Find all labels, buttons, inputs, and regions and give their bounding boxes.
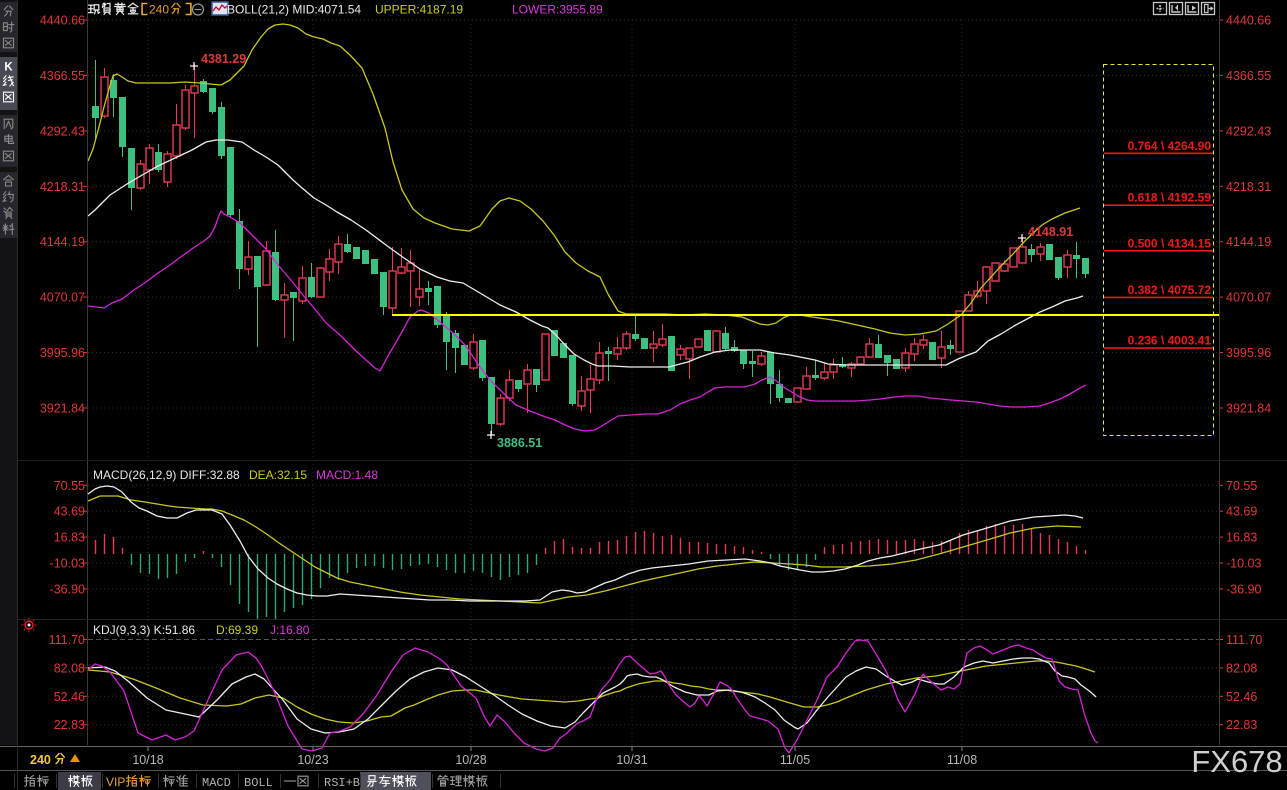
svg-text:10/28: 10/28 bbox=[455, 753, 486, 767]
svg-text:4381.29: 4381.29 bbox=[201, 52, 246, 66]
svg-text:4144.19: 4144.19 bbox=[1226, 235, 1271, 249]
svg-text:22.83: 22.83 bbox=[54, 718, 85, 732]
svg-text:MACD: MACD bbox=[202, 776, 231, 790]
svg-text:82.08: 82.08 bbox=[54, 661, 85, 675]
svg-text:UPPER:4187.19: UPPER:4187.19 bbox=[375, 3, 463, 17]
svg-text:4292.43: 4292.43 bbox=[40, 124, 85, 138]
svg-text:3886.51: 3886.51 bbox=[497, 436, 542, 450]
svg-text:RSI+B: RSI+B bbox=[324, 776, 360, 790]
svg-text:10/18: 10/18 bbox=[132, 753, 163, 767]
svg-text:52.46: 52.46 bbox=[1226, 690, 1257, 704]
svg-text:82.08: 82.08 bbox=[1226, 661, 1257, 675]
svg-text:43.69: 43.69 bbox=[1226, 505, 1257, 519]
svg-text:LOWER:3955.89: LOWER:3955.89 bbox=[512, 3, 603, 17]
svg-text:52.46: 52.46 bbox=[54, 690, 85, 704]
svg-text:16.83: 16.83 bbox=[54, 531, 85, 545]
svg-text:240: 240 bbox=[30, 753, 51, 767]
svg-text:DEA:32.15: DEA:32.15 bbox=[249, 468, 307, 482]
svg-text:J:16.80: J:16.80 bbox=[270, 623, 310, 637]
svg-text:4440.66: 4440.66 bbox=[40, 14, 85, 28]
svg-text:-10.03: -10.03 bbox=[1226, 557, 1261, 571]
svg-text:0.236 \ 4003.41: 0.236 \ 4003.41 bbox=[1128, 334, 1212, 348]
svg-text:BOLL: BOLL bbox=[244, 776, 273, 790]
svg-text:11/08: 11/08 bbox=[947, 753, 977, 767]
svg-text:4218.31: 4218.31 bbox=[40, 180, 85, 194]
svg-text:3995.96: 3995.96 bbox=[40, 346, 85, 360]
svg-text:4144.19: 4144.19 bbox=[40, 235, 85, 249]
svg-text:MACD(26,12,9) DIFF:32.88: MACD(26,12,9) DIFF:32.88 bbox=[93, 468, 240, 482]
svg-text:10/31: 10/31 bbox=[616, 753, 647, 767]
svg-text:111.70: 111.70 bbox=[1226, 633, 1262, 647]
svg-text:K: K bbox=[4, 62, 13, 74]
svg-text:70.55: 70.55 bbox=[1226, 479, 1257, 493]
svg-text:VIP: VIP bbox=[106, 775, 125, 789]
svg-text:0.618 \ 4192.59: 0.618 \ 4192.59 bbox=[1128, 191, 1212, 205]
svg-text:3995.96: 3995.96 bbox=[1226, 346, 1271, 360]
svg-text:-36.90: -36.90 bbox=[50, 582, 85, 596]
svg-text:4366.55: 4366.55 bbox=[40, 69, 85, 83]
svg-text:FX678: FX678 bbox=[1191, 744, 1282, 779]
svg-text:43.69: 43.69 bbox=[54, 505, 85, 519]
svg-text:3921.84: 3921.84 bbox=[1226, 402, 1271, 416]
svg-text:4440.66: 4440.66 bbox=[1226, 14, 1271, 28]
svg-text:22.83: 22.83 bbox=[1226, 718, 1257, 732]
svg-text:11/05: 11/05 bbox=[780, 753, 810, 767]
svg-text:16.83: 16.83 bbox=[1226, 531, 1257, 545]
svg-text:3921.84: 3921.84 bbox=[40, 402, 85, 416]
svg-text:0.764 \ 4264.90: 0.764 \ 4264.90 bbox=[1128, 139, 1212, 153]
svg-text:4148.91: 4148.91 bbox=[1028, 225, 1073, 239]
svg-text:KDJ(9,3,3) K:51.86: KDJ(9,3,3) K:51.86 bbox=[93, 623, 195, 637]
svg-text:240: 240 bbox=[149, 3, 169, 17]
svg-text:-36.90: -36.90 bbox=[1226, 582, 1261, 596]
svg-text:MACD:1.48: MACD:1.48 bbox=[316, 468, 378, 482]
svg-text:111.70: 111.70 bbox=[49, 633, 85, 647]
svg-text:4070.07: 4070.07 bbox=[1226, 291, 1271, 305]
svg-text:0.500 \ 4134.15: 0.500 \ 4134.15 bbox=[1128, 236, 1212, 250]
svg-text:D:69.39: D:69.39 bbox=[216, 623, 258, 637]
svg-text:10/23: 10/23 bbox=[297, 753, 328, 767]
svg-text:70.55: 70.55 bbox=[54, 479, 85, 493]
svg-text:4218.31: 4218.31 bbox=[1226, 180, 1271, 194]
svg-text:0.382 \ 4075.72: 0.382 \ 4075.72 bbox=[1128, 283, 1212, 297]
svg-text:4292.43: 4292.43 bbox=[1226, 124, 1271, 138]
svg-text:-10.03: -10.03 bbox=[50, 557, 85, 571]
svg-text:BOLL(21,2) MID:4071.54: BOLL(21,2) MID:4071.54 bbox=[227, 3, 361, 17]
svg-text:4070.07: 4070.07 bbox=[40, 291, 85, 305]
svg-text:4366.55: 4366.55 bbox=[1226, 69, 1271, 83]
